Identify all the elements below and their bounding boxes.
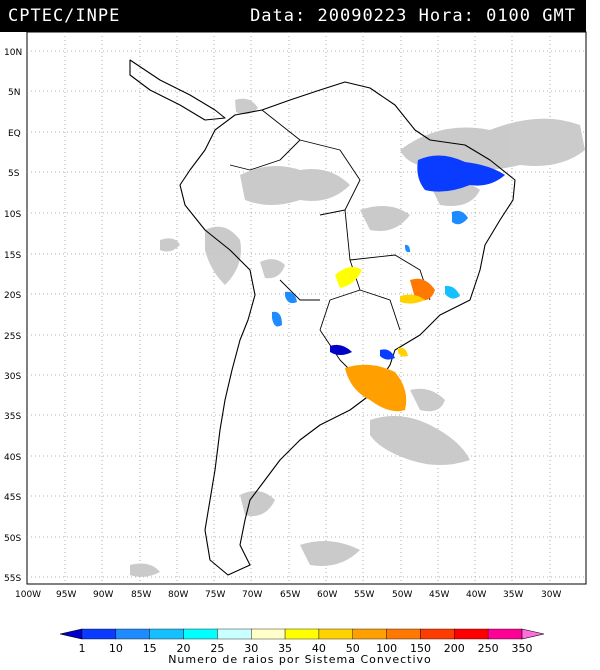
legend-labels: 1 10 15 20 25 30 35 40 50 100 150 200 250 350 [79,642,533,655]
system-central-yellow [335,266,362,288]
legend-swatch [284,628,320,640]
legend-swatch [487,628,523,640]
lat-label: 30S [4,372,21,382]
legend-value-label: 200 [444,642,465,655]
lon-label: 45W [429,590,449,600]
system-argentina-blue [272,311,282,327]
lon-label: 85W [131,590,151,600]
system-chaco-dark [330,344,352,355]
legend-value-label: 20 [177,642,191,655]
legend-value-label: 250 [478,642,499,655]
lon-label: 80W [168,590,188,600]
legend-swatch [318,628,353,640]
lon-tick-labels: 100W 95W 90W 85W 80W 75W 70W 65W 60W 55W… [15,590,561,600]
legend-swatches [59,628,545,640]
lon-label: 75W [205,590,225,600]
legend-swatch [352,628,387,640]
lon-label: 90W [93,590,113,600]
system-paraguay-blue [285,291,297,304]
lon-label: 55W [354,590,374,600]
legend-value-label: 25 [210,642,224,655]
south-america-outline [179,81,516,576]
legend-value-label: 10 [109,642,123,655]
system-northeast-small [452,210,468,225]
legend-swatch [420,628,455,640]
date-value: 20090223 [317,6,408,26]
system-minas-cyan [445,285,460,299]
system-northeast [417,155,505,192]
title-bar: CPTEC/INPE Data: 20090223 Hora: 0100 GMT [0,0,586,32]
legend-value-label: 15 [143,642,157,655]
lon-label: 70W [242,590,262,600]
lon-label: 35W [503,590,523,600]
system-south-blue [380,349,395,360]
data-label: Data: [250,6,307,26]
lat-label: 10N [4,48,22,58]
legend-swatch [386,628,421,640]
legend-value-label: 1 [79,642,86,655]
lat-label: 25S [4,332,21,342]
source-label: CPTEC/INPE [8,6,121,26]
lon-label: 65W [280,590,300,600]
lon-label: 50W [392,590,412,600]
lat-label: 40S [4,453,21,463]
lon-label: 95W [56,590,76,600]
system-south-gold [398,347,408,357]
legend-swatch [81,628,117,640]
legend-swatch [521,628,545,640]
lon-label: 40W [466,590,486,600]
legend-swatch [149,628,184,640]
coastlines [129,59,516,576]
lat-label: 10S [4,210,21,220]
lat-label: 35S [4,412,21,422]
lat-label: EQ [8,129,21,139]
timestamp-label: Data: 20090223 Hora: 0100 GMT [250,6,576,26]
legend-swatch [251,628,286,640]
lat-label: 20S [4,291,21,301]
legend-value-label: 40 [312,642,326,655]
system-small-blue [405,244,410,253]
lon-label: 60W [317,590,337,600]
system-minas-orange [410,278,435,301]
legend-swatch [115,628,150,640]
lat-label: 5S [8,169,20,179]
legend-swatch [454,628,489,640]
legend-value-label: 35 [278,642,292,655]
lon-label: 100W [15,590,41,600]
lat-label: 45S [4,493,21,503]
time-value: 0100 [486,6,532,26]
legend-value-label: 30 [244,642,258,655]
hora-label: Hora: [418,6,475,26]
system-minas-gold [400,294,425,304]
lat-tick-labels: 10N 5N EQ 5S 10S 15S 20S 25S 30S 35S 40S… [4,48,22,584]
legend-caption: Numero de raios por Sistema Convectivo [168,653,432,666]
lat-label: 5N [8,88,20,98]
legend-swatch [217,628,252,640]
lat-label: 50S [4,534,21,544]
country-borders [229,109,431,381]
map-frame [26,31,587,585]
lon-label: 30W [541,590,561,600]
legend-swatch [183,628,218,640]
cloud-cover [130,98,585,577]
lat-label: 55S [4,574,21,584]
legend-value-label: 150 [410,642,431,655]
central-america-outline [129,59,226,121]
legend-value-label: 100 [376,642,397,655]
system-rio-grande-orange [345,364,407,412]
legend-value-label: 350 [512,642,533,655]
lat-label: 15S [4,251,21,261]
legend: 1 10 15 20 25 30 35 40 50 100 150 200 250 350 [59,628,545,655]
timezone-value: GMT [542,6,576,26]
legend-swatch [59,628,83,640]
legend-value-label: 50 [346,642,360,655]
convective-systems [272,155,505,412]
